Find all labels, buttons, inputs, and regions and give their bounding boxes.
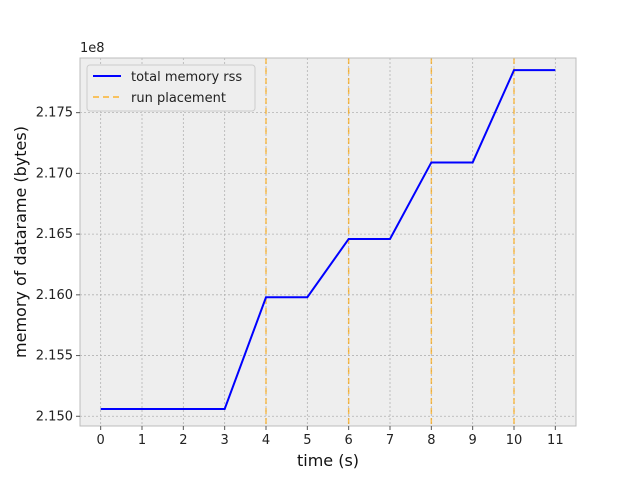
legend-label-vlines: run placement	[131, 91, 226, 106]
plot-area	[80, 58, 576, 426]
y-axis: 2.150 2.155 2.160 2.165 2.170 2.175	[36, 106, 80, 424]
y-axis-label: memory of datarame (bytes)	[11, 126, 30, 358]
y-offset-label: 1e8	[80, 41, 105, 56]
plot-frame	[79, 57, 577, 427]
x-tick-label: 10	[506, 433, 523, 448]
x-tick-label: 2	[179, 433, 187, 448]
x-tick-label: 0	[97, 433, 105, 448]
y-tick-label: 2.160	[36, 288, 73, 303]
x-tick-label: 3	[221, 433, 229, 448]
run-placement-lines	[265, 58, 515, 426]
x-tick-label: 7	[386, 433, 394, 448]
legend: total memory rss run placement	[86, 64, 256, 112]
x-tick-label: 6	[345, 433, 353, 448]
x-tick-label: 11	[547, 433, 564, 448]
series-line-total-memory-rss	[100, 69, 556, 410]
y-tick-label: 2.155	[36, 349, 73, 364]
legend-label-series: total memory rss	[131, 70, 242, 85]
x-tick-label: 8	[427, 433, 435, 448]
x-tick-label: 9	[469, 433, 477, 448]
y-tick-label: 2.165	[36, 227, 73, 242]
legend-box	[86, 64, 256, 112]
x-tick-label: 4	[262, 433, 270, 448]
y-tick-label: 2.175	[36, 106, 73, 121]
x-axis: 0 1 2 3 4 5 6 7 8 9 10 11	[97, 426, 564, 448]
y-tick-label: 2.150	[36, 409, 73, 424]
y-tick-label: 2.170	[36, 166, 73, 181]
x-axis-label: time (s)	[297, 451, 359, 470]
series-group	[100, 69, 556, 410]
x-tick-label: 5	[303, 433, 311, 448]
x-tick-label: 1	[138, 433, 146, 448]
